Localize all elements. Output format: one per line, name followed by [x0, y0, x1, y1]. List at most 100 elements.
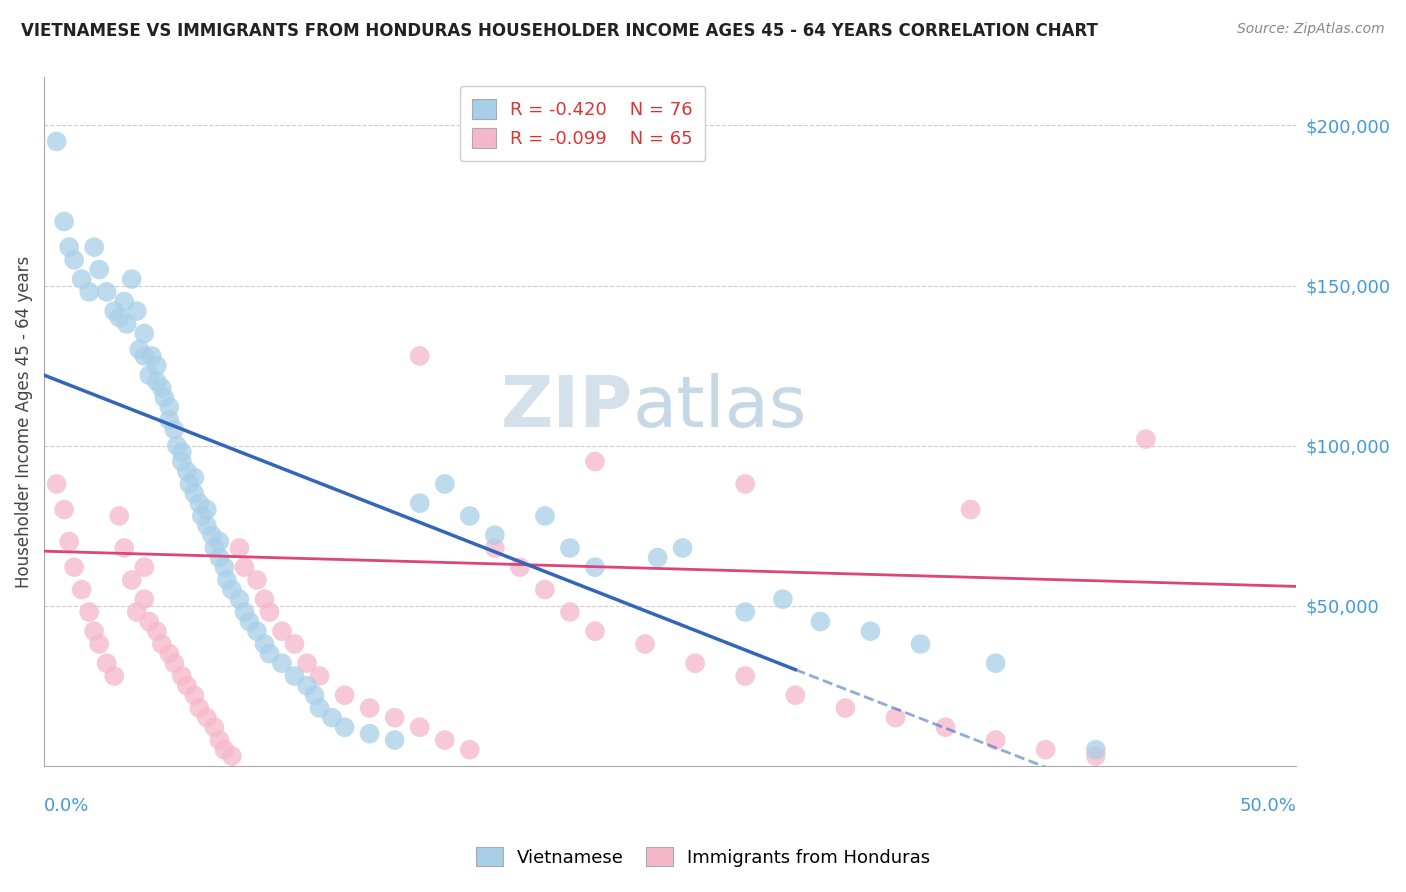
Point: [409, 720, 432, 734]
Point: [183, 486, 205, 500]
Text: atlas: atlas: [633, 373, 807, 442]
Point: [935, 720, 957, 734]
Point: [188, 701, 211, 715]
Point: [333, 720, 356, 734]
Point: [96, 657, 118, 671]
Point: [134, 560, 156, 574]
Point: [1135, 432, 1157, 446]
Point: [157, 413, 180, 427]
Point: [176, 679, 198, 693]
Point: [283, 669, 305, 683]
Point: [195, 502, 218, 516]
Point: [146, 359, 169, 373]
Point: [141, 349, 163, 363]
Point: [253, 592, 276, 607]
Point: [228, 541, 250, 555]
Point: [734, 477, 756, 491]
Point: [146, 375, 169, 389]
Point: [295, 657, 318, 671]
Point: [458, 742, 481, 756]
Point: [176, 464, 198, 478]
Point: [672, 541, 695, 555]
Point: [63, 252, 86, 267]
Point: [583, 454, 606, 468]
Point: [484, 541, 506, 555]
Point: [188, 496, 211, 510]
Point: [308, 701, 330, 715]
Point: [108, 310, 131, 325]
Point: [183, 470, 205, 484]
Point: [96, 285, 118, 299]
Point: [134, 592, 156, 607]
Point: [271, 657, 294, 671]
Point: [384, 733, 406, 747]
Text: VIETNAMESE VS IMMIGRANTS FROM HONDURAS HOUSEHOLDER INCOME AGES 45 - 64 YEARS COR: VIETNAMESE VS IMMIGRANTS FROM HONDURAS H…: [21, 22, 1098, 40]
Point: [157, 400, 180, 414]
Point: [1035, 742, 1057, 756]
Point: [125, 304, 148, 318]
Point: [333, 688, 356, 702]
Point: [150, 381, 173, 395]
Point: [509, 560, 531, 574]
Point: [221, 749, 243, 764]
Point: [138, 368, 160, 383]
Point: [115, 317, 138, 331]
Point: [772, 592, 794, 607]
Point: [112, 541, 135, 555]
Point: [202, 541, 225, 555]
Text: Source: ZipAtlas.com: Source: ZipAtlas.com: [1237, 22, 1385, 37]
Point: [146, 624, 169, 639]
Point: [683, 657, 706, 671]
Point: [534, 508, 557, 523]
Point: [984, 657, 1007, 671]
Point: [163, 423, 186, 437]
Point: [77, 285, 100, 299]
Point: [734, 669, 756, 683]
Text: 50.0%: 50.0%: [1239, 797, 1296, 814]
Point: [433, 477, 456, 491]
Point: [128, 343, 150, 357]
Y-axis label: Householder Income Ages 45 - 64 years: Householder Income Ages 45 - 64 years: [15, 255, 32, 588]
Point: [45, 135, 67, 149]
Point: [166, 438, 188, 452]
Point: [112, 294, 135, 309]
Point: [153, 391, 176, 405]
Point: [785, 688, 807, 702]
Point: [295, 679, 318, 693]
Point: [409, 349, 432, 363]
Point: [271, 624, 294, 639]
Point: [359, 701, 381, 715]
Point: [859, 624, 882, 639]
Point: [304, 688, 326, 702]
Point: [233, 605, 256, 619]
Point: [183, 688, 205, 702]
Point: [558, 605, 581, 619]
Point: [70, 582, 93, 597]
Point: [259, 647, 281, 661]
Point: [103, 304, 125, 318]
Point: [108, 508, 131, 523]
Point: [458, 508, 481, 523]
Point: [884, 711, 907, 725]
Point: [89, 637, 111, 651]
Point: [384, 711, 406, 725]
Point: [321, 711, 343, 725]
Point: [583, 560, 606, 574]
Point: [583, 624, 606, 639]
Point: [170, 669, 193, 683]
Point: [121, 573, 143, 587]
Point: [150, 637, 173, 651]
Point: [214, 560, 236, 574]
Point: [83, 240, 105, 254]
Point: [283, 637, 305, 651]
Point: [191, 508, 214, 523]
Point: [58, 240, 80, 254]
Point: [170, 445, 193, 459]
Point: [163, 657, 186, 671]
Point: [179, 477, 201, 491]
Point: [134, 326, 156, 341]
Point: [89, 262, 111, 277]
Point: [634, 637, 657, 651]
Point: [734, 605, 756, 619]
Point: [910, 637, 932, 651]
